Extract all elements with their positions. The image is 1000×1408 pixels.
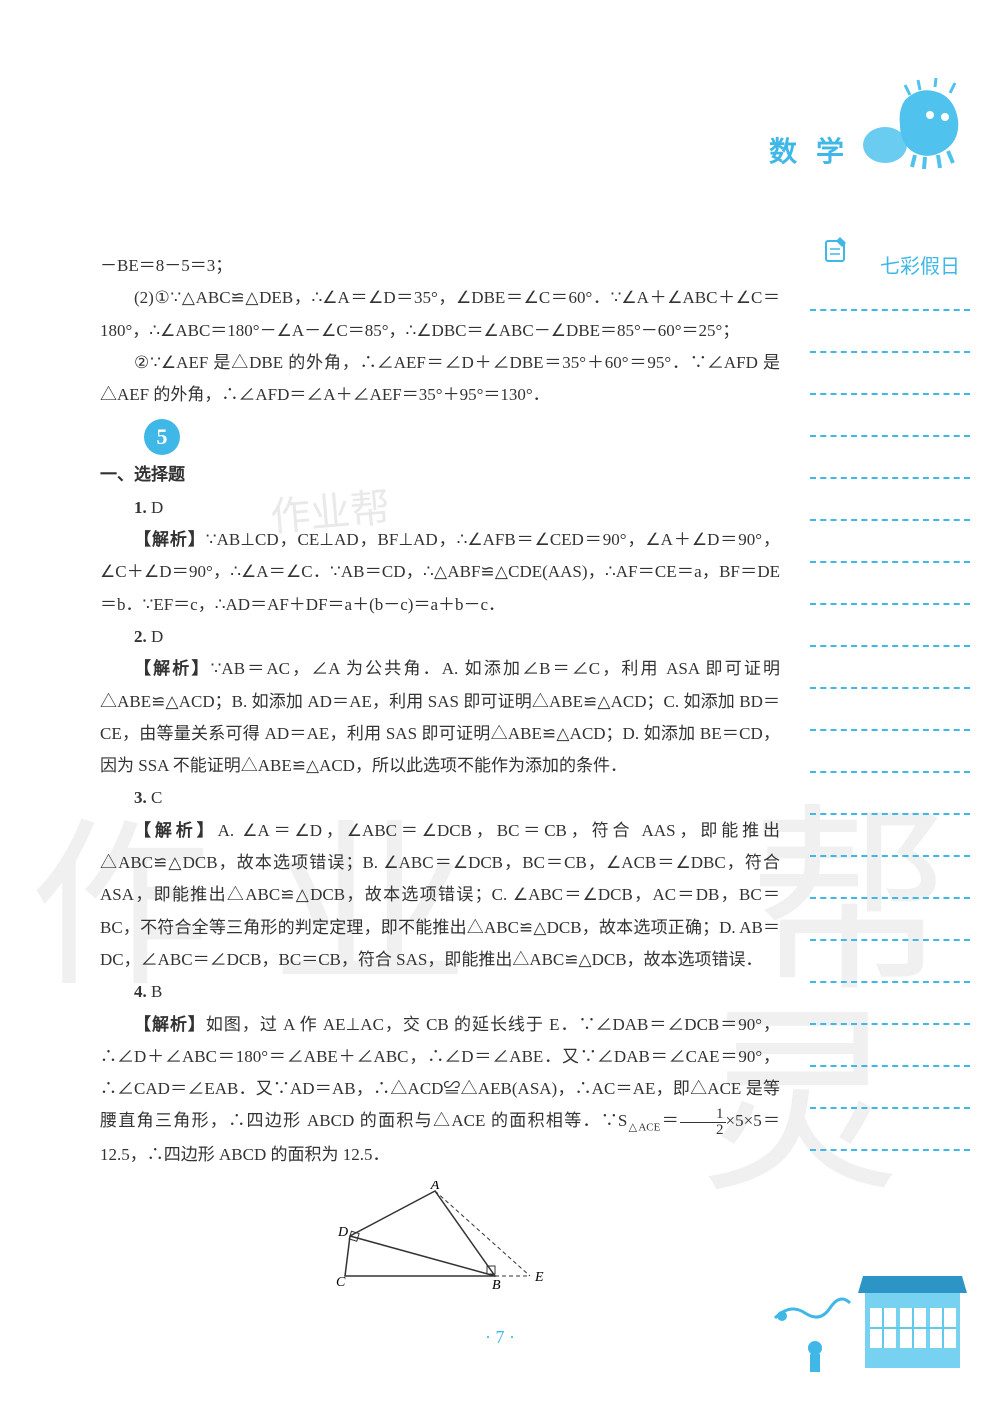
q3-num: 3. [134,788,151,807]
diagram-label-e: E [534,1270,544,1285]
sidebar: 七彩假日 [810,250,970,1250]
note-line [810,1065,970,1067]
note-line [810,981,970,983]
footer-decoration [770,1258,970,1378]
note-line [810,1149,970,1151]
q1-analysis: 【解析】∵AB⊥CD，CE⊥AD，BF⊥AD，∴∠AFB＝∠CED＝90°，∠A… [100,524,780,621]
q4-num: 4. [134,982,151,1001]
q3-ans: C [151,788,162,807]
section-title: 一、选择题 [100,459,780,491]
note-line [810,477,970,479]
q2-analysis: 【解析】∵AB＝AC，∠A 为公共角．A. 如添加∠B＝∠C，利用 ASA 即可… [100,653,780,782]
note-line [810,603,970,605]
pavilion-icon [770,1258,970,1378]
diagram-label-a: A [430,1181,440,1193]
note-line [810,771,970,773]
q4-analysis: 【解析】如图，过 A 作 AE⊥AC，交 CB 的延长线于 E．∵∠DAB＝∠D… [100,1009,780,1171]
note-line [810,1023,970,1025]
q3-analysis-text: A. ∠A＝∠D，∠ABC＝∠DCB，BC＝CB，符合 AAS，即能推出△ABC… [100,821,780,969]
note-line [810,645,970,647]
q1-answer: 1. D [100,492,780,524]
diagram-label-c: C [336,1275,346,1290]
q2-answer: 2. D [100,621,780,653]
analysis-label: 【解析】 [134,821,218,840]
note-line [810,855,970,857]
note-line [810,561,970,563]
triangle-subscript: △ACE [627,1122,660,1134]
note-line [810,687,970,689]
note-line [810,309,970,311]
text-line: (2)①∵△ABC≌△DEB，∴∠A＝∠D＝35°，∠DBE＝∠C＝60°．∵∠… [100,282,780,347]
q4-answer: 4. B [100,976,780,1008]
note-line [810,519,970,521]
geometry-diagram: A D C B E [320,1181,560,1291]
q2-ans: D [151,627,163,646]
note-line [810,435,970,437]
section-number: 5 [144,419,180,455]
lion-icon [850,75,970,170]
text-line: ②∵∠AEF 是△DBE 的外角，∴∠AEF＝∠D＋∠DBE＝35°＋60°＝9… [100,347,780,412]
page-number: · 7 · [485,1327,515,1348]
note-line [810,729,970,731]
q1-num: 1. [134,498,151,517]
diagram-label-d: D [337,1225,348,1240]
fraction: 12 [680,1107,726,1138]
q1-ans: D [151,498,163,517]
note-icon [822,235,850,263]
note-line [810,1107,970,1109]
note-line [810,351,970,353]
q3-answer: 3. C [100,782,780,814]
q2-num: 2. [134,627,151,646]
analysis-label: 【解析】 [134,1015,206,1034]
analysis-label: 【解析】 [134,659,211,678]
diagram-label-b: B [492,1278,501,1291]
note-line [810,813,970,815]
main-content: －BE＝8－5＝3； (2)①∵△ABC≌△DEB，∴∠A＝∠D＝35°，∠DB… [100,250,780,1301]
q4-ans: B [151,982,162,1001]
analysis-label: 【解析】 [134,530,206,549]
q3-analysis: 【解析】A. ∠A＝∠D，∠ABC＝∠DCB，BC＝CB，符合 AAS，即能推出… [100,815,780,976]
note-line [810,897,970,899]
text-line: －BE＝8－5＝3； [100,250,780,282]
sidebar-lines [810,299,970,1151]
note-line [810,393,970,395]
frac-den: 2 [680,1123,726,1138]
note-line [810,939,970,941]
frac-num: 1 [680,1107,726,1123]
page: 作 业 帮 灵 作业帮 数 学 七彩假日 [0,0,1000,1408]
subject-label: 数 学 [769,130,850,170]
lion-decoration [850,75,970,170]
